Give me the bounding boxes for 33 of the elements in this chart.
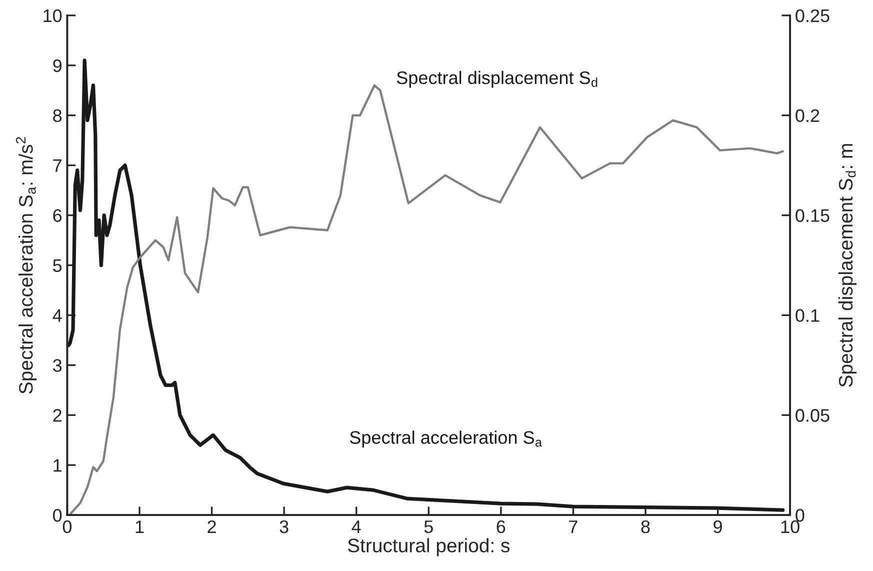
x-tick-label: 7: [569, 520, 578, 533]
x-tick-label: 1: [136, 520, 144, 533]
y2-tick-label: 0.05: [796, 409, 830, 422]
y2-tick-label: 0.15: [796, 209, 830, 222]
x-tick-label: 9: [714, 520, 722, 534]
x-tick-label: 5: [424, 520, 433, 534]
y-tick-label: 9: [53, 59, 62, 72]
y-tick-label: 2: [53, 409, 62, 422]
x-tick-label: 2: [208, 520, 216, 533]
y-tick-label: 8: [53, 109, 62, 122]
y-tick-label: 4: [52, 309, 62, 322]
x-tick-label: 3: [280, 520, 288, 534]
y2-tick-label: 0.2: [796, 109, 820, 122]
x-tick-label: 6: [496, 520, 506, 534]
y2-tick-label: 0.25: [796, 9, 830, 22]
text: Spectral acceleration S$_{a}$: [350, 430, 542, 448]
y-tick-label: 1: [54, 459, 62, 472]
y-axis-title: Spectral acceleration S$_{a}$: m/s$^{2}$: [16, 137, 37, 394]
y-tick-label: 7: [53, 159, 62, 172]
x-tick-label: 10: [781, 520, 800, 534]
y2-tick-label: 0: [796, 508, 804, 522]
y-tick-label: 10: [44, 9, 62, 22]
y2-tick-label: 0.1: [796, 309, 820, 322]
y-tick-label: 5: [53, 259, 62, 272]
y-tick-label: 6: [53, 209, 62, 222]
series-label: Spectral displacement S$_{d}$: [396, 70, 598, 88]
y2-axis-title: Spectral displacement S$_{d}$: m: [838, 144, 857, 387]
y-tick-label: 0: [53, 508, 62, 522]
x-tick-label: 4: [352, 520, 361, 533]
y-tick-label: 3: [53, 359, 62, 372]
x-axis-title: Structural period: s: [348, 538, 510, 556]
x-tick-label: 8: [641, 520, 650, 534]
x-tick-label: 0: [62, 520, 72, 534]
